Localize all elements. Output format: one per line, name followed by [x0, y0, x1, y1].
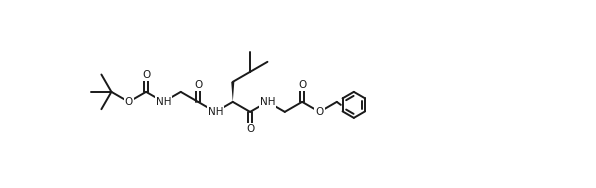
Text: NH: NH [260, 97, 275, 107]
Text: NH: NH [156, 97, 171, 107]
Text: O: O [142, 70, 150, 80]
Text: O: O [298, 80, 306, 90]
Polygon shape [231, 82, 234, 102]
Text: O: O [125, 97, 133, 107]
Text: NH: NH [207, 107, 223, 117]
Text: O: O [246, 124, 254, 134]
Text: O: O [194, 80, 202, 90]
Text: O: O [315, 107, 324, 117]
